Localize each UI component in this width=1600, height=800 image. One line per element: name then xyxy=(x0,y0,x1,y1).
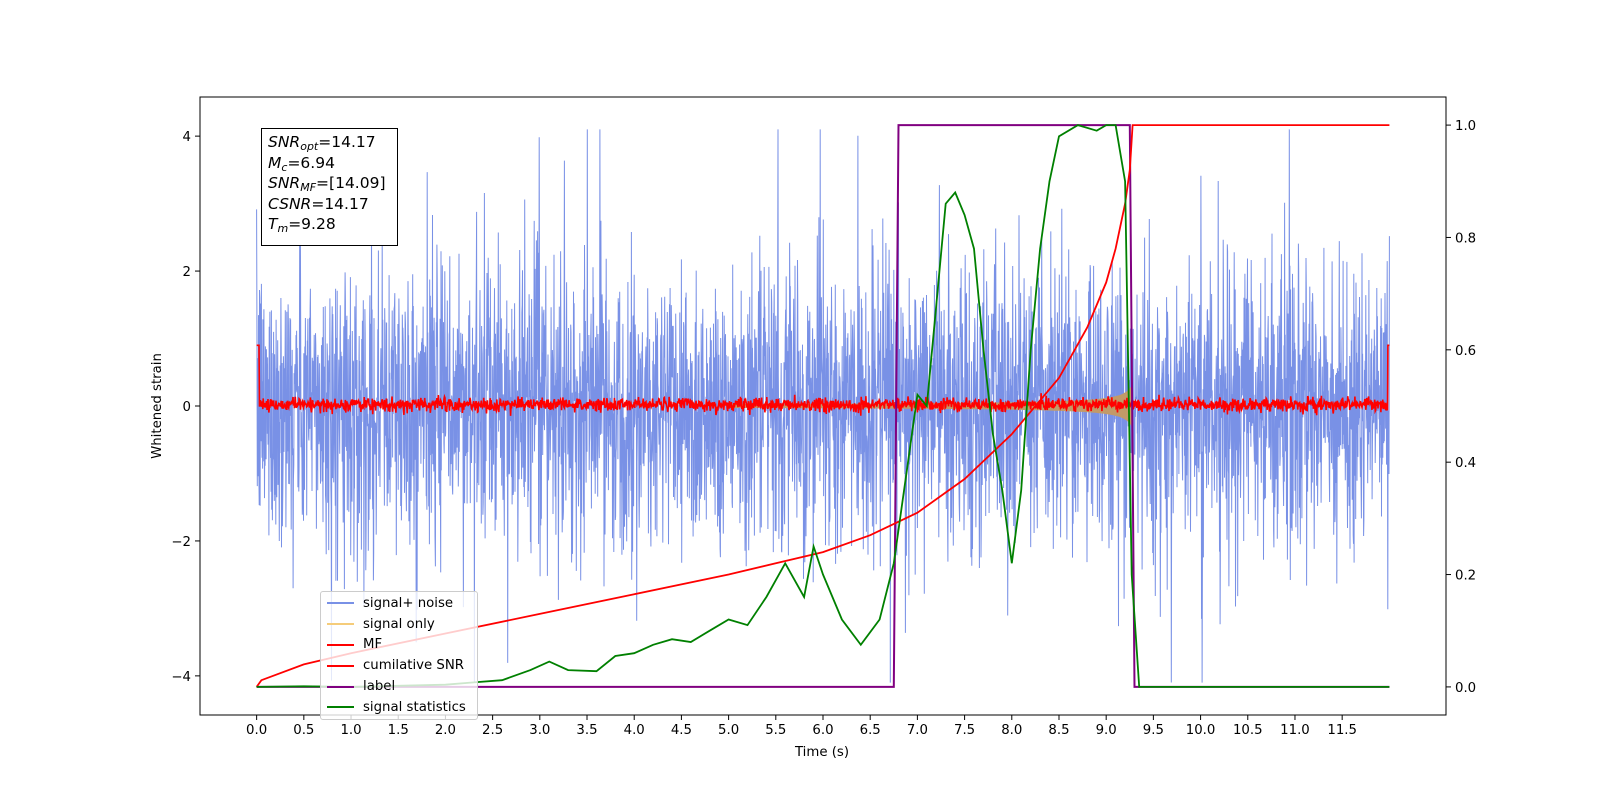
legend-entry-mf: MF xyxy=(327,635,477,656)
y2-tick-label: 0.0 xyxy=(1455,681,1476,696)
x-tick-label: 8.5 xyxy=(1048,723,1069,738)
legend-swatch xyxy=(327,664,354,667)
x-axis-label: Time (s) xyxy=(794,745,849,760)
y-tick-label: 2 xyxy=(183,265,191,280)
legend-entry-signal-noise: signal+ noise xyxy=(327,593,477,614)
x-tick-label: 1.0 xyxy=(340,723,361,738)
legend-entry-signal-only: signal only xyxy=(327,614,477,635)
y-tick-label: −2 xyxy=(171,535,191,550)
legend: signal+ noise signal only MF cumilative … xyxy=(320,591,478,720)
x-tick-label: 0.5 xyxy=(293,723,314,738)
y2-tick-label: 0.4 xyxy=(1455,456,1476,471)
x-tick-label: 3.0 xyxy=(529,723,550,738)
snr-opt-annotation: SNRopt=14.17 xyxy=(268,133,376,153)
csnr-annotation: CSNR=14.17 xyxy=(268,194,369,213)
x-tick-label: 9.0 xyxy=(1096,723,1117,738)
y2-tick-label: 0.8 xyxy=(1455,231,1476,246)
x-tick-label: 10.5 xyxy=(1233,723,1263,738)
legend-entry-signal-statistics: signal statistics xyxy=(327,697,477,718)
legend-entry-label: label xyxy=(327,676,477,697)
x-tick-label: 2.0 xyxy=(435,723,456,738)
legend-swatch xyxy=(327,685,354,688)
legend-entry-cumulative-snr: cumilative SNR xyxy=(327,655,477,676)
legend-swatch xyxy=(327,706,354,709)
y2-tick-label: 0.2 xyxy=(1455,569,1476,584)
y2-tick-label: 0.6 xyxy=(1455,344,1476,359)
y-axis-label: Whitened strain xyxy=(150,353,165,459)
x-tick-label: 0.0 xyxy=(246,723,267,738)
chirp-mass-annotation: Mc=6.94 xyxy=(268,153,335,174)
legend-swatch xyxy=(327,623,354,626)
x-tick-label: 3.5 xyxy=(576,723,597,738)
legend-swatch xyxy=(327,643,354,646)
x-tick-label: 4.5 xyxy=(671,723,692,738)
y2-tick-label: 1.0 xyxy=(1455,119,1476,134)
x-tick-label: 10.0 xyxy=(1186,723,1216,738)
mf-line xyxy=(256,344,1390,416)
x-tick-label: 4.0 xyxy=(624,723,645,738)
x-tick-label: 9.5 xyxy=(1143,723,1164,738)
x-tick-label: 1.5 xyxy=(388,723,409,738)
signal-statistics-line xyxy=(256,124,1390,688)
signal-noise-line xyxy=(256,129,1390,683)
legend-swatch xyxy=(327,602,354,605)
x-tick-label: 11.0 xyxy=(1280,723,1310,738)
x-tick-label: 5.0 xyxy=(718,723,739,738)
y-tick-label: −4 xyxy=(171,670,191,685)
merger-time-annotation: Tm=9.28 xyxy=(268,215,336,236)
x-tick-label: 8.0 xyxy=(1001,723,1022,738)
x-tick-label: 11.5 xyxy=(1327,723,1357,738)
y-tick-label: 4 xyxy=(183,130,191,145)
x-tick-label: 6.0 xyxy=(812,723,833,738)
x-tick-label: 5.5 xyxy=(765,723,786,738)
x-tick-label: 2.5 xyxy=(482,723,503,738)
snr-mf-annotation: SNRMF=[14.09] xyxy=(268,174,386,195)
x-tick-label: 7.0 xyxy=(907,723,928,738)
y-tick-label: 0 xyxy=(183,400,191,415)
x-tick-label: 6.5 xyxy=(860,723,881,738)
x-tick-label: 7.5 xyxy=(954,723,975,738)
annotation-box: SNRopt=14.17 Mc=6.94 SNRMF=[14.09] CSNR=… xyxy=(261,128,398,246)
